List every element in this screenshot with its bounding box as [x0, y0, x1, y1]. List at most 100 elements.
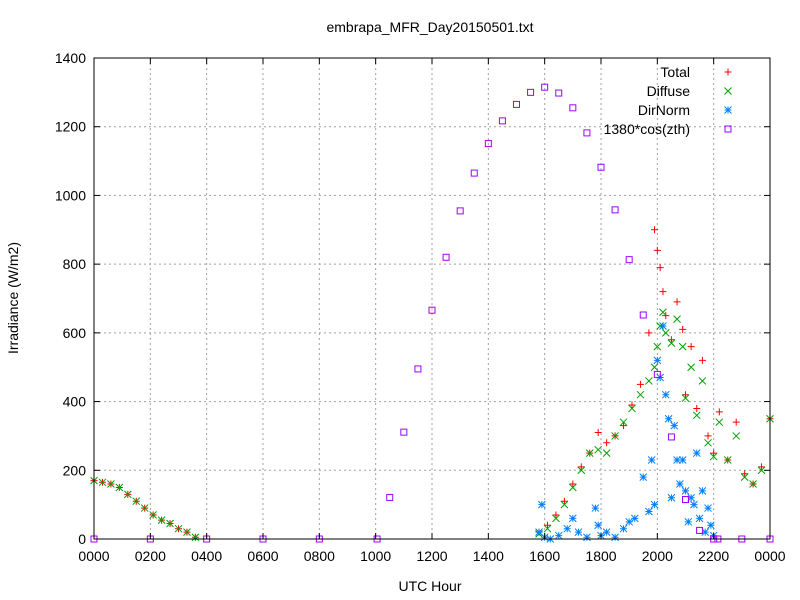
series-1-point	[667, 339, 676, 348]
series-1-point	[650, 363, 659, 372]
series-2-point	[670, 421, 679, 430]
series-2-point	[653, 356, 662, 365]
series-3-point	[513, 100, 520, 108]
series-2	[535, 322, 718, 543]
chart-title: embrapa_MFR_Day20150501.txt	[326, 19, 533, 35]
series-2-point	[625, 517, 634, 526]
y-tick-label: 400	[63, 394, 87, 410]
legend-marker	[724, 68, 732, 76]
series-3-point	[696, 526, 704, 534]
series-1-point	[611, 432, 619, 440]
series-1-point	[594, 445, 603, 454]
series-1-point	[157, 516, 166, 524]
series-2-point	[591, 504, 600, 512]
series-1-point	[577, 466, 586, 475]
x-tick-label: 1000	[360, 548, 391, 564]
series-1-point	[636, 390, 645, 399]
y-tick-label: 1400	[55, 50, 86, 66]
series-2-point	[659, 322, 667, 330]
series-2-point	[673, 456, 681, 464]
y-tick-label: 0	[78, 531, 86, 547]
series-3-point	[611, 206, 619, 214]
series-1-point	[585, 449, 594, 457]
series-1-point	[757, 466, 766, 475]
series-3-point	[653, 370, 661, 378]
series-2-point	[687, 493, 695, 502]
series-2-point	[695, 514, 704, 523]
series-2-point	[583, 533, 591, 542]
series-0-point	[732, 418, 740, 426]
series-0-point	[636, 380, 644, 388]
series-1-point	[681, 394, 690, 402]
series-0-point	[656, 264, 664, 272]
series-0-point	[651, 226, 659, 234]
series-0-point	[758, 463, 766, 471]
x-tick-label: 0400	[191, 548, 222, 564]
series-3-point	[470, 169, 478, 177]
series-2-point	[684, 517, 693, 526]
series-1-point	[740, 473, 749, 482]
series-0-point	[673, 298, 681, 306]
y-axis-label: Irradiance (W/m2)	[5, 242, 21, 354]
series-2-point	[661, 390, 670, 399]
series-1-point	[645, 377, 653, 385]
series-3-point	[639, 311, 647, 319]
series-0-point	[620, 422, 628, 430]
series-1-point	[749, 480, 757, 488]
series-2-point	[692, 449, 701, 457]
legend-label: 1380*cos(zth)	[604, 121, 690, 137]
series-1-point	[704, 438, 712, 447]
series-0-point	[543, 521, 551, 529]
series-0-point	[704, 432, 712, 440]
series-2-point	[647, 456, 656, 464]
legend-marker	[724, 106, 732, 114]
series-1-point	[602, 449, 611, 457]
series-3-point	[569, 104, 577, 112]
series-0-point	[560, 497, 568, 505]
series-2-point	[681, 487, 690, 495]
series-2-point	[645, 507, 653, 516]
series-1-point	[174, 524, 183, 533]
legend-marker	[724, 87, 732, 95]
x-tick-label: 2000	[642, 548, 673, 564]
series-1-point	[123, 490, 132, 499]
series-2-point	[630, 514, 639, 523]
series-3-point	[414, 365, 422, 373]
series-1-point	[661, 329, 670, 337]
series-1-point	[723, 456, 732, 464]
series-3-point	[625, 256, 633, 264]
series-2-point	[701, 528, 710, 536]
y-tick-label: 1200	[55, 119, 86, 135]
series-1-point	[115, 483, 124, 492]
x-tick-label: 0600	[247, 548, 278, 564]
series-3-point	[386, 493, 394, 501]
x-tick-label: 0200	[135, 548, 166, 564]
series-3-point	[541, 83, 549, 91]
series-2-point	[602, 528, 611, 536]
series-2-point	[535, 528, 543, 536]
series-3-point	[597, 163, 605, 171]
legend-label: Total	[660, 64, 690, 80]
x-tick-label: 1800	[585, 548, 616, 564]
series-1-point	[692, 411, 701, 420]
series-0-point	[693, 404, 701, 412]
series-0-point	[577, 463, 585, 471]
series-2-point	[574, 528, 583, 536]
series-1-point	[166, 519, 174, 528]
series-1-point	[132, 497, 141, 506]
series-1-point	[715, 418, 724, 427]
series-1-point	[191, 533, 200, 542]
legend-label: Diffuse	[647, 83, 691, 99]
series-1	[90, 308, 774, 542]
series-1-point	[628, 404, 636, 413]
series-2-point	[568, 514, 577, 523]
series-2-point	[537, 500, 546, 509]
series-2-point	[563, 524, 572, 533]
series-1-point	[732, 432, 741, 440]
series-0-point	[552, 511, 560, 519]
series-0-point	[603, 439, 611, 447]
series-2-point	[664, 414, 673, 423]
series-1-point	[673, 315, 681, 323]
ticks: 0000 0200 0400 0600 0800 1000 1200 1400 1600 1800…	[55, 50, 786, 564]
